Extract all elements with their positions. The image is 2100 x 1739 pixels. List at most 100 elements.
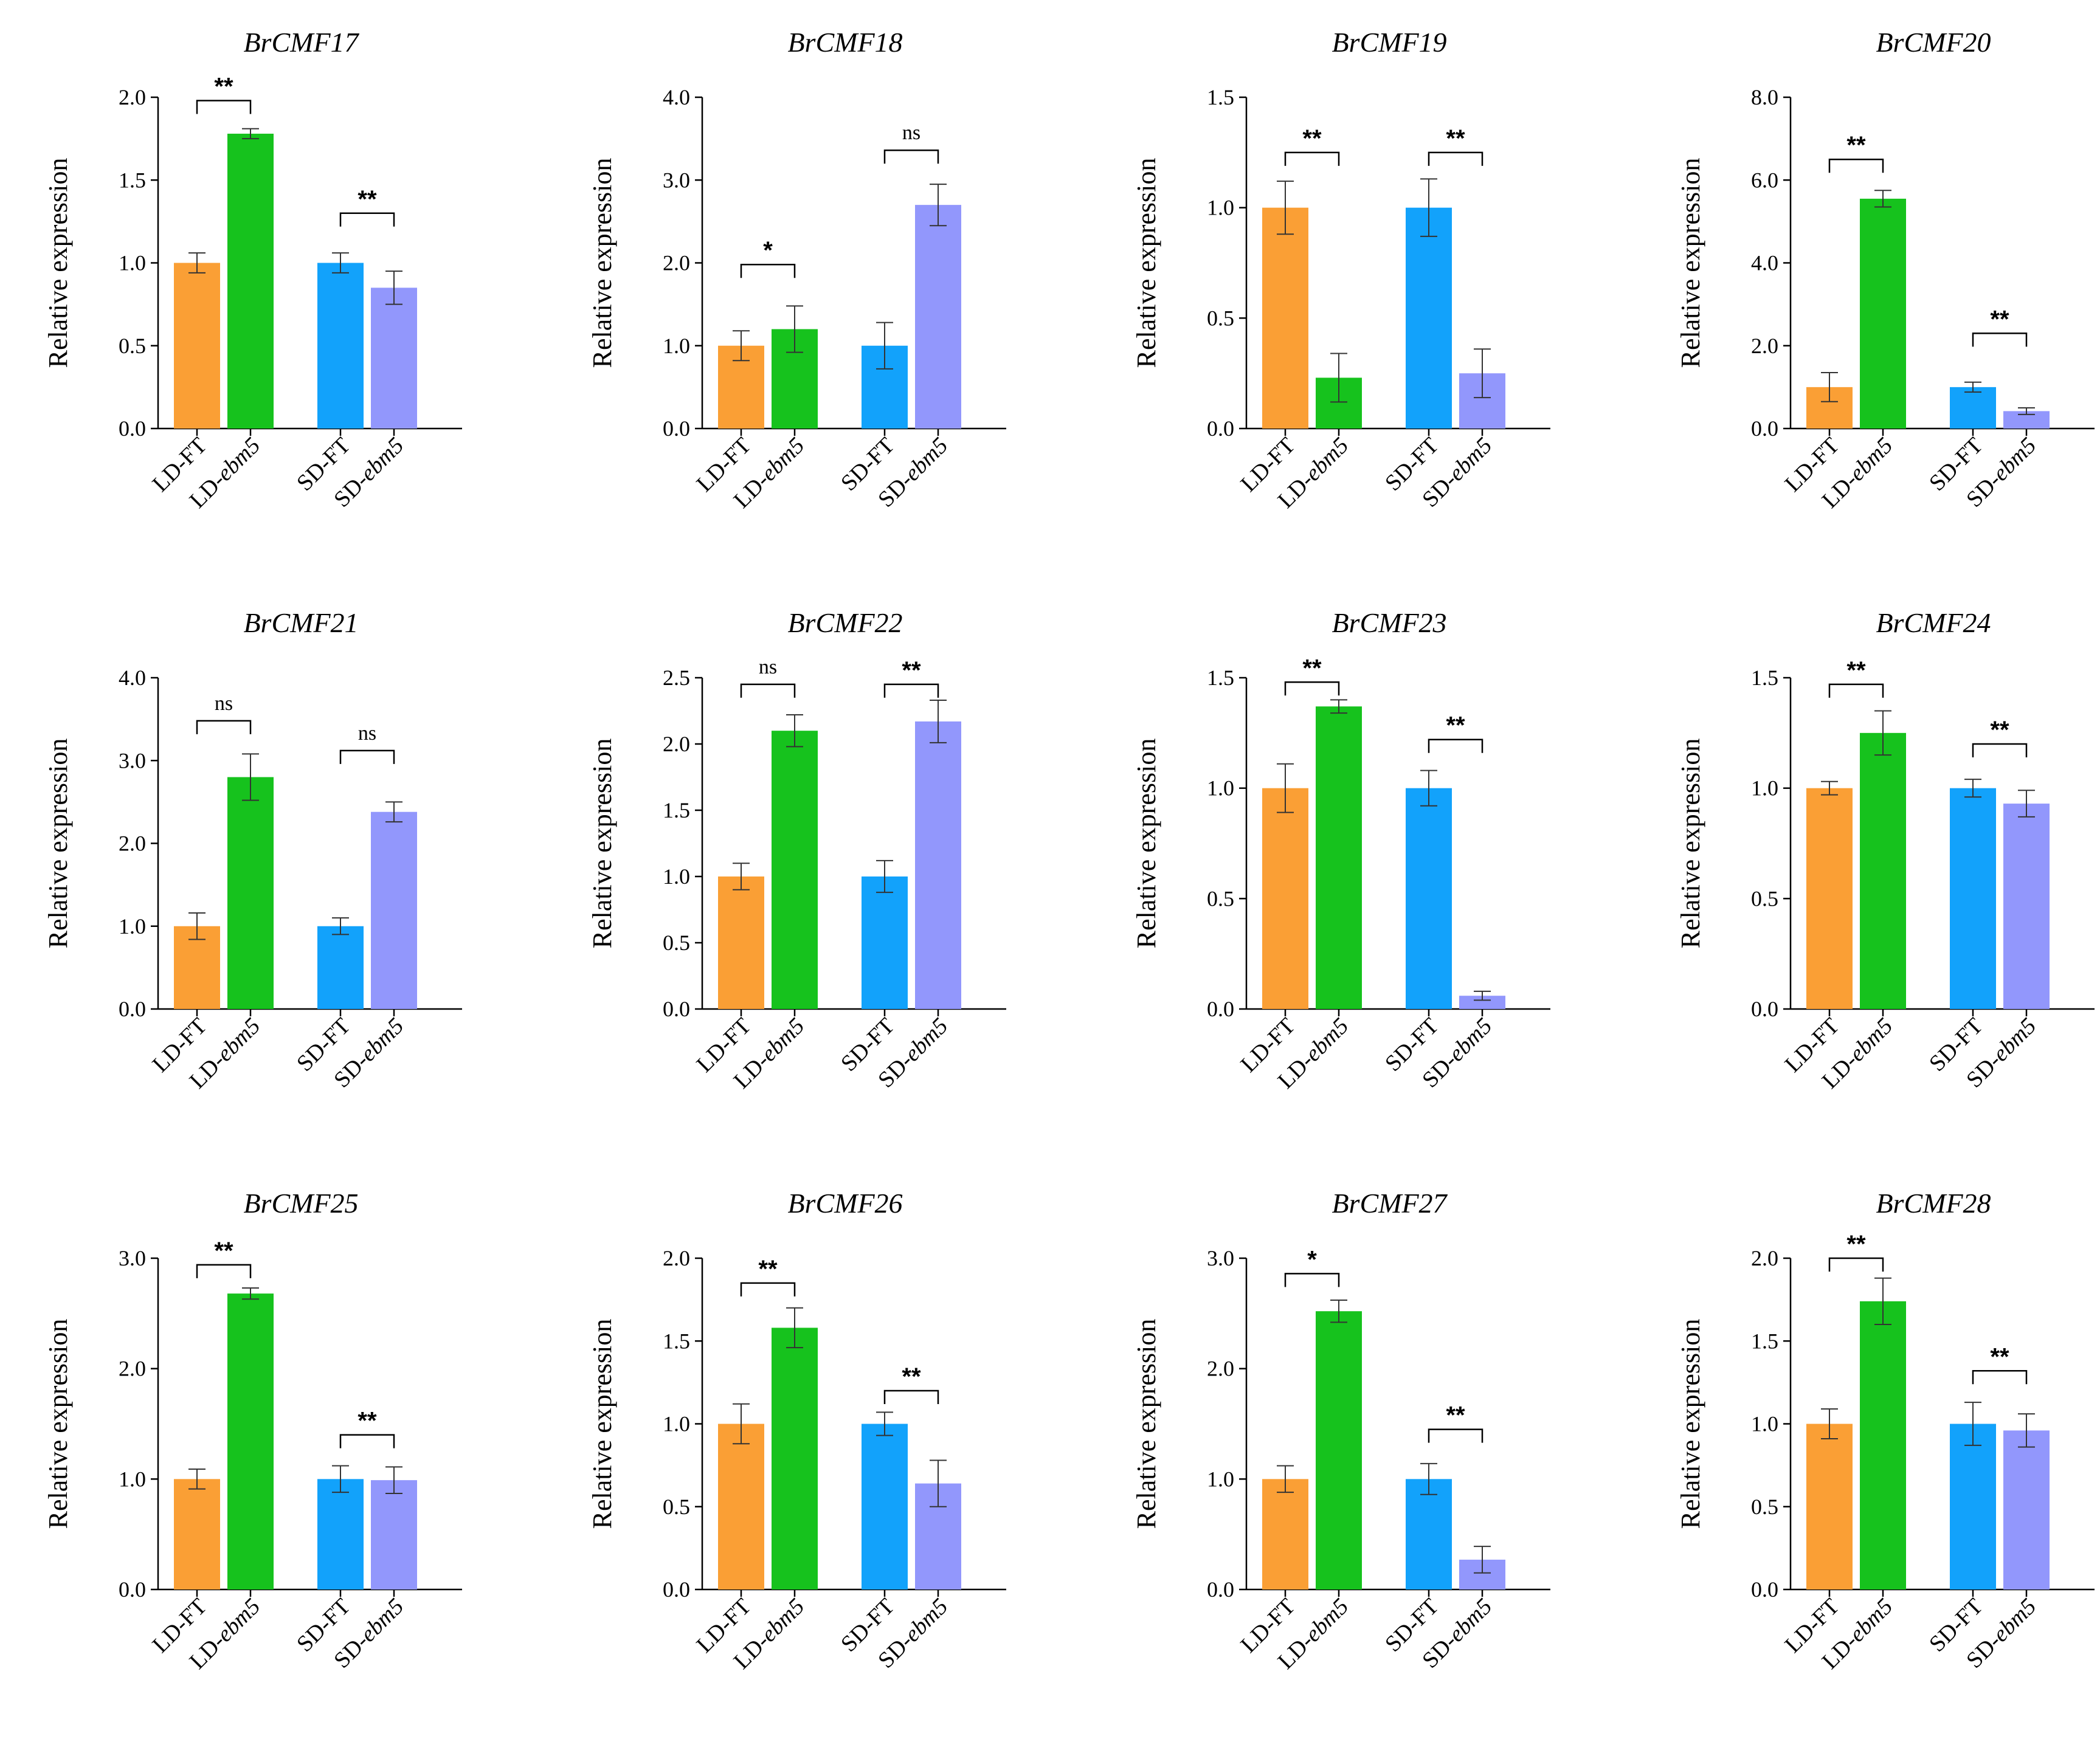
significance-label: ns	[759, 656, 777, 678]
y-tick-label: 2.5	[663, 666, 690, 690]
significance-bracket	[883, 149, 939, 164]
significance-label: ns	[215, 692, 233, 715]
y-tick-label: 0.5	[1751, 886, 1778, 911]
y-tick-label: 0.0	[663, 997, 690, 1021]
bar-ld-ft	[718, 1424, 764, 1589]
y-axis-label: Relative expression	[1676, 1319, 1705, 1529]
bar-ld-ebm5	[227, 1293, 274, 1589]
significance-label: **	[1302, 655, 1322, 681]
bar-sd-ft	[1406, 788, 1452, 1009]
bar-sd-ebm5	[915, 721, 961, 1009]
y-tick-label: 4.0	[1751, 251, 1778, 275]
significance-bracket	[1828, 158, 1884, 173]
bar-ld-ebm5	[772, 1327, 818, 1589]
significance-label: **	[357, 186, 377, 213]
bar-sd-ebm5	[371, 288, 417, 429]
y-tick-label: 2.0	[663, 251, 690, 275]
significance-label: **	[1846, 132, 1866, 159]
y-tick-label: 1.0	[663, 334, 690, 358]
bar-ld-ebm5	[1316, 706, 1362, 1009]
significance-bracket	[740, 683, 796, 698]
y-tick-label: 0.5	[663, 931, 690, 955]
significance-bracket	[1828, 1257, 1884, 1272]
y-tick-label: 1.0	[119, 251, 146, 275]
bar-sd-ebm5	[915, 205, 961, 429]
chart-panel-brcmf18: BrCMF18 Relative expression 0.0 1.0 2.0 3.0 4.…	[587, 27, 1006, 513]
y-tick-label: 4.0	[663, 85, 690, 109]
bar-sd-ebm5	[2003, 1430, 2050, 1589]
significance-label: **	[1990, 306, 2009, 332]
y-tick-label: 1.0	[1751, 1412, 1778, 1436]
bar-ld-ebm5	[1316, 1311, 1362, 1589]
significance-label: **	[1990, 1343, 2009, 1370]
chart-panel-brcmf17: BrCMF17 Relative expression 0.0 0.5 1.0 1.5 2.…	[43, 27, 462, 513]
y-tick-label: 3.0	[119, 1246, 146, 1270]
chart-title: BrCMF19	[1331, 27, 1446, 58]
y-tick-label: 2.0	[119, 832, 146, 856]
y-tick-label: 0.0	[663, 416, 690, 441]
significance-bracket	[339, 212, 395, 227]
y-tick-label: 0.0	[119, 1577, 146, 1602]
significance-bracket	[196, 100, 252, 114]
bar-sd-ft	[862, 1424, 908, 1589]
bar-ld-ebm5	[1860, 198, 1906, 429]
bar-ld-ebm5	[227, 133, 274, 429]
chart-title: BrCMF17	[243, 27, 359, 58]
bar-ld-ebm5	[227, 777, 274, 1009]
significance-bracket	[339, 749, 395, 764]
significance-bracket	[740, 1282, 796, 1297]
y-axis-label: Relative expression	[43, 739, 73, 949]
y-axis-label: Relative expression	[1131, 739, 1161, 949]
y-tick-label: 3.0	[119, 748, 146, 773]
significance-bracket	[1972, 743, 2028, 757]
y-tick-label: 0.5	[119, 334, 146, 358]
significance-label: **	[1990, 717, 2009, 743]
significance-bracket	[1972, 1370, 2028, 1385]
chart-panel-brcmf21: BrCMF21 Relative expression 0.0 1.0 2.0 3.0 4.…	[43, 607, 462, 1093]
chart-title: BrCMF18	[787, 27, 902, 58]
significance-bracket	[1284, 681, 1340, 696]
bar-ld-ft	[1806, 1424, 1853, 1589]
bar-ld-ft	[718, 876, 764, 1009]
y-tick-label: 0.0	[1207, 1577, 1234, 1602]
y-tick-label: 2.0	[1207, 1357, 1234, 1381]
y-axis-label: Relative expression	[587, 158, 617, 368]
significance-bracket	[1284, 151, 1340, 166]
bar-sd-ft	[1406, 207, 1452, 429]
significance-bracket	[196, 720, 252, 734]
significance-bracket	[1428, 151, 1483, 166]
y-tick-label: 0.5	[1207, 886, 1234, 911]
y-tick-label: 2.0	[119, 1357, 146, 1381]
y-tick-label: 1.0	[1207, 196, 1234, 220]
y-tick-label: 2.0	[119, 85, 146, 109]
y-axis-label: Relative expression	[1131, 158, 1161, 368]
bar-sd-ft	[317, 926, 364, 1009]
significance-label: *	[763, 237, 773, 264]
significance-label: ns	[902, 122, 920, 144]
y-axis-label: Relative expression	[1131, 1319, 1161, 1529]
chart-panel-brcmf28: BrCMF28 Relative expression 0.0 0.5 1.0 1.5 2.…	[1676, 1188, 2095, 1674]
y-tick-label: 1.0	[663, 1412, 690, 1436]
bar-ld-ft	[1806, 788, 1853, 1009]
y-tick-label: 0.0	[663, 1577, 690, 1602]
y-axis-label: Relative expression	[43, 1319, 73, 1529]
y-tick-label: 0.5	[1207, 306, 1234, 330]
y-tick-label: 2.0	[663, 732, 690, 756]
bar-ld-ft	[174, 263, 220, 429]
significance-label: **	[1846, 1231, 1866, 1258]
significance-bracket	[1972, 332, 2028, 347]
y-tick-label: 0.0	[119, 416, 146, 441]
significance-label: **	[758, 1256, 778, 1283]
bar-ld-ft	[1262, 788, 1308, 1009]
bar-sd-ft	[1950, 387, 1996, 429]
y-tick-label: 2.0	[663, 1246, 690, 1270]
y-tick-label: 4.0	[119, 666, 146, 690]
y-tick-label: 1.0	[119, 914, 146, 938]
y-tick-label: 6.0	[1751, 168, 1778, 192]
